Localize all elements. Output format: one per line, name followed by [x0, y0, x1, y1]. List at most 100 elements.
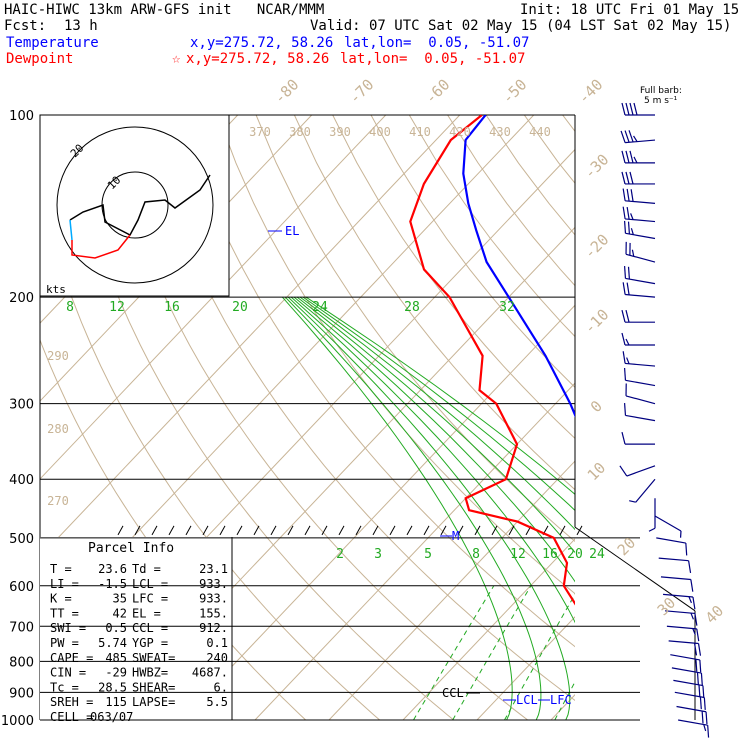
hatch-mark	[406, 525, 413, 536]
theta-label: 430	[489, 125, 511, 139]
dry-adiabat-line	[716, 115, 740, 720]
wind-barb-flag	[625, 310, 630, 323]
parcel-field-label: SWEAT=	[132, 651, 175, 665]
wind-barb	[622, 282, 656, 298]
hatch-mark	[355, 525, 362, 536]
wind-barb-flag	[705, 711, 708, 725]
wind-barb-flag	[627, 266, 630, 280]
wind-barb-staff	[663, 593, 694, 598]
header-title: HAIC-HIWC 13km ARW-GFS init NCAR/MMM	[4, 2, 325, 18]
wind-barb-flag	[626, 357, 630, 365]
dry-adiabat-line	[293, 115, 575, 491]
wind-barb-flag	[627, 221, 630, 235]
wind-barb-flag	[626, 282, 630, 295]
hatch-mark	[236, 525, 243, 536]
hatch-mark	[185, 525, 192, 536]
legend-temperature-latlon: lat,lon= 0.05, -51.07	[344, 35, 530, 51]
hatch-mark	[372, 525, 379, 536]
theta-label: 410	[409, 125, 431, 139]
wind-barb-flag	[690, 612, 694, 620]
hatch-mark	[423, 525, 430, 536]
parcel-field-value: 485	[105, 651, 127, 665]
wind-barb-flag	[630, 189, 634, 202]
wind-barb	[623, 220, 656, 240]
wind-barb-staff	[625, 414, 656, 422]
isotherm-label: -60	[422, 76, 454, 108]
parcel-field-value: 933.	[199, 577, 228, 591]
wind-barb-flag	[621, 432, 626, 445]
parcel-field-value: 6.	[214, 680, 228, 694]
parcel-field-value: 23.6	[98, 562, 127, 576]
dry-adiabat-line	[255, 115, 575, 543]
moist-adiabat-line	[293, 296, 575, 583]
wind-barb-staff	[654, 515, 682, 532]
mixing-ratio-label: 5	[424, 547, 432, 562]
wind-barb	[623, 367, 656, 387]
hatch-mark	[304, 525, 311, 536]
mixing-ratio-line	[413, 585, 495, 720]
dry-adiabat-line	[678, 115, 740, 720]
isotherm-line	[328, 460, 575, 720]
hatch-mark	[270, 525, 277, 536]
wind-barb-flag	[688, 596, 692, 604]
wind-barb-flag	[692, 628, 696, 636]
parcel-field-label: LAPSE=	[132, 695, 175, 709]
wind-barb-flag	[625, 150, 630, 164]
wind-barb-staff	[625, 362, 656, 367]
pressure-tick-label: 700	[9, 620, 34, 635]
wind-barb-flag	[629, 150, 634, 164]
wind-barb-flag	[622, 351, 626, 364]
parcel-field-label: TT =	[50, 606, 79, 620]
mixing-ratio-line	[554, 680, 575, 720]
parcel-field-label: Td =	[132, 562, 161, 576]
wind-barb-flag	[622, 282, 626, 295]
wind-barb-flag	[693, 643, 698, 656]
wind-barb-flag	[633, 135, 638, 142]
header-init: Init: 18 UTC Fri 01 May 15	[520, 2, 740, 18]
hodograph-units-label: kts	[46, 283, 66, 296]
hatch-mark	[321, 525, 328, 536]
mixing-ratio-label: 3	[374, 547, 382, 562]
el-label: EL	[285, 224, 299, 238]
mixing-ratio-label: 12	[109, 300, 125, 315]
wind-barb-staff	[625, 277, 656, 285]
pressure-tick-label: 1000	[1, 714, 34, 729]
mixing-ratio-label: 24	[312, 300, 328, 315]
isotherm-label: -20	[581, 231, 613, 263]
dry-adiabat-line	[332, 115, 575, 440]
parcel-field-label: LI =	[50, 577, 79, 591]
moist-adiabat-line	[302, 296, 575, 512]
mixing-ratio-label: 16	[164, 300, 180, 315]
wind-barb	[664, 610, 698, 626]
dry-adiabat-line	[370, 115, 575, 389]
wind-barb	[663, 593, 696, 610]
dry-adiabat-line	[601, 115, 740, 720]
wind-barb	[656, 537, 688, 556]
hatch-mark	[253, 525, 260, 536]
parcel-field-value: -29	[105, 666, 127, 680]
wind-barb-staff	[625, 218, 656, 223]
hatch-mark	[134, 525, 141, 536]
hatch-mark	[440, 525, 447, 536]
wind-barb-staff	[625, 379, 656, 387]
wind-barb-staff	[656, 537, 686, 544]
theta-label: 440	[529, 125, 551, 139]
wind-barb-flag	[630, 228, 634, 235]
wind-barb-flag	[688, 560, 692, 574]
wind-barb-flag	[624, 130, 630, 143]
mixing-ratio-label: 8	[66, 300, 74, 315]
wind-barb-staff	[674, 691, 705, 699]
plot-right-border-slant	[574, 526, 696, 612]
wind-barb-flag	[625, 171, 630, 185]
wind-barb-flag	[623, 367, 627, 381]
legend-temperature-xy: x,y=275.72, 58.26	[190, 35, 334, 51]
parcel-field-value: 912.	[199, 621, 228, 635]
pressure-tick-label: 900	[9, 686, 34, 701]
isotherm-line	[699, 115, 740, 720]
isotherm-line	[476, 616, 575, 720]
parcel-info-title: Parcel Info	[88, 541, 174, 556]
hodograph-ring-outer	[56, 126, 214, 284]
parcel-field-label: CCL =	[132, 621, 168, 635]
isotherm-line	[40, 115, 387, 480]
wind-barb	[629, 478, 656, 503]
